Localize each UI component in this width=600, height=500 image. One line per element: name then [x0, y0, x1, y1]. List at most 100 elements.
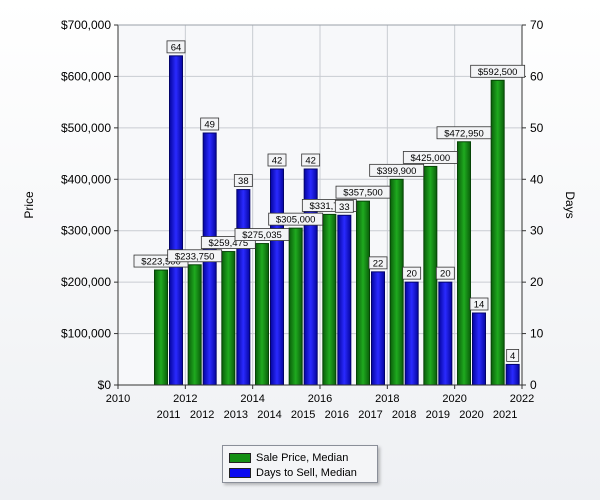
data-label-sale-price: $399,900	[377, 166, 417, 177]
y-tick-label: $400,000	[61, 172, 111, 186]
data-label-days-to-sell-box	[402, 266, 422, 280]
legend-label-sale-price: Sale Price, Median	[256, 451, 349, 464]
data-label-days-to-sell: 4	[510, 351, 515, 362]
category-label: 2011	[157, 409, 181, 421]
category-label: 2021	[493, 409, 517, 421]
y-tick-label: $500,000	[61, 121, 111, 135]
y-tick-label: $300,000	[61, 224, 111, 238]
bars	[154, 55, 520, 386]
data-label-sale-price-box	[268, 212, 324, 226]
data-label-days-to-sell: 20	[440, 269, 451, 280]
category-label: 2015	[291, 409, 315, 421]
bar-sale-price	[154, 269, 168, 386]
category-label: 2019	[426, 409, 450, 421]
data-label-sale-price: $331,723	[310, 201, 350, 212]
x-tick-label: 2016	[308, 393, 332, 405]
data-label-days-to-sell-box	[267, 153, 287, 167]
data-labels: $223,50064$233,75049$259,47538$275,03542…	[133, 40, 526, 362]
legend-item-days-to-sell: Days to Sell, Median	[229, 465, 371, 480]
category-label: 2020	[459, 409, 483, 421]
data-label-days-to-sell-box	[368, 256, 388, 270]
bar-sale-price	[490, 79, 505, 386]
data-label-days-to-sell: 33	[339, 202, 350, 213]
data-label-days-to-sell-box	[200, 117, 220, 131]
bar-sale-price	[288, 227, 303, 386]
bar-sale-price	[187, 264, 202, 386]
data-label-sale-price-box	[436, 126, 492, 140]
data-label-sale-price: $357,500	[343, 188, 383, 199]
bar-days-to-sell	[438, 281, 453, 386]
data-label-days-to-sell: 38	[238, 176, 249, 187]
data-label-sale-price-box	[369, 163, 425, 177]
data-label-sale-price: $275,035	[242, 230, 282, 241]
data-label-sale-price-box	[335, 185, 391, 199]
bar-days-to-sell	[270, 168, 284, 386]
axes: $0 $100,000 $200,000 $300,000 $400,000 $500,0…	[22, 18, 577, 421]
y2-tick-label: 20	[530, 275, 544, 289]
legend-label-days-to-sell: Days to Sell, Median	[256, 466, 357, 479]
y-tick-label: $600,000	[61, 69, 111, 83]
y-axis-title: Price	[22, 191, 36, 219]
data-label-days-to-sell-box	[506, 349, 520, 362]
y2-tick-label: 60	[530, 69, 544, 83]
legend-swatch-days-to-sell	[229, 467, 251, 478]
bar-sale-price	[423, 165, 438, 386]
y2-tick-label: 70	[530, 18, 544, 32]
data-label-sale-price: $305,000	[276, 215, 316, 226]
y2-axis-title: Days	[563, 191, 577, 218]
data-label-days-to-sell-box	[166, 40, 186, 54]
data-label-days-to-sell: 22	[373, 258, 384, 269]
y2-tick-label: 50	[530, 121, 544, 135]
legend-item-sale-price: Sale Price, Median	[229, 450, 371, 465]
bar-sale-price	[457, 141, 471, 386]
data-label-days-to-sell: 64	[171, 42, 182, 53]
data-label-sale-price: $259,475	[209, 238, 249, 249]
bar-days-to-sell	[505, 363, 520, 386]
bar-days-to-sell	[337, 214, 352, 386]
y-tick-label: $200,000	[61, 275, 111, 289]
y-tick-label: $100,000	[61, 327, 111, 341]
category-label: 2016	[325, 409, 349, 421]
bar-sale-price	[389, 178, 404, 386]
data-label-days-to-sell-box	[233, 174, 253, 187]
bar-days-to-sell	[169, 55, 183, 386]
y2-tick-label: 0	[530, 378, 537, 392]
data-label-sale-price-box	[167, 249, 223, 263]
data-label-days-to-sell: 42	[272, 156, 283, 167]
y2-tick-label: 40	[530, 172, 544, 186]
x-tick-label: 2022	[510, 393, 534, 405]
bar-days-to-sell	[472, 312, 486, 386]
bar-sale-price	[255, 243, 269, 386]
y2-tick-label: 30	[530, 224, 544, 238]
data-label-days-to-sell: 14	[474, 300, 485, 311]
x-tick-label: 2020	[442, 393, 466, 405]
data-label-days-to-sell-box	[469, 297, 489, 311]
legend-swatch-sale-price	[229, 452, 251, 463]
data-label-sale-price-box	[402, 151, 458, 164]
bar-days-to-sell	[371, 271, 385, 386]
category-label: 2013	[224, 409, 248, 421]
data-label-days-to-sell-box	[334, 199, 354, 213]
category-label: 2018	[392, 409, 416, 421]
data-label-sale-price: $425,000	[411, 153, 451, 164]
data-label-days-to-sell: 20	[406, 269, 417, 280]
x-tick-label: 2010	[106, 393, 130, 405]
y2-tick-label: 10	[530, 327, 544, 341]
bar-days-to-sell	[404, 281, 419, 386]
data-label-days-to-sell-box	[435, 266, 455, 280]
y-tick-label: $0	[98, 378, 112, 392]
data-label-days-to-sell: 42	[305, 156, 316, 167]
legend: Sale Price, Median Days to Sell, Median	[222, 445, 378, 483]
bar-sale-price	[322, 213, 337, 386]
bar-sale-price	[356, 200, 370, 386]
category-label: 2012	[190, 409, 214, 421]
data-label-sale-price-box	[470, 64, 526, 78]
data-label-days-to-sell-box	[301, 153, 321, 167]
data-label-sale-price: $592,500	[478, 67, 518, 78]
x-tick-label: 2018	[375, 393, 399, 405]
data-label-sale-price-box	[234, 228, 290, 241]
data-label-sale-price: $223,500	[141, 257, 181, 268]
data-label-sale-price: $233,750	[175, 251, 215, 262]
